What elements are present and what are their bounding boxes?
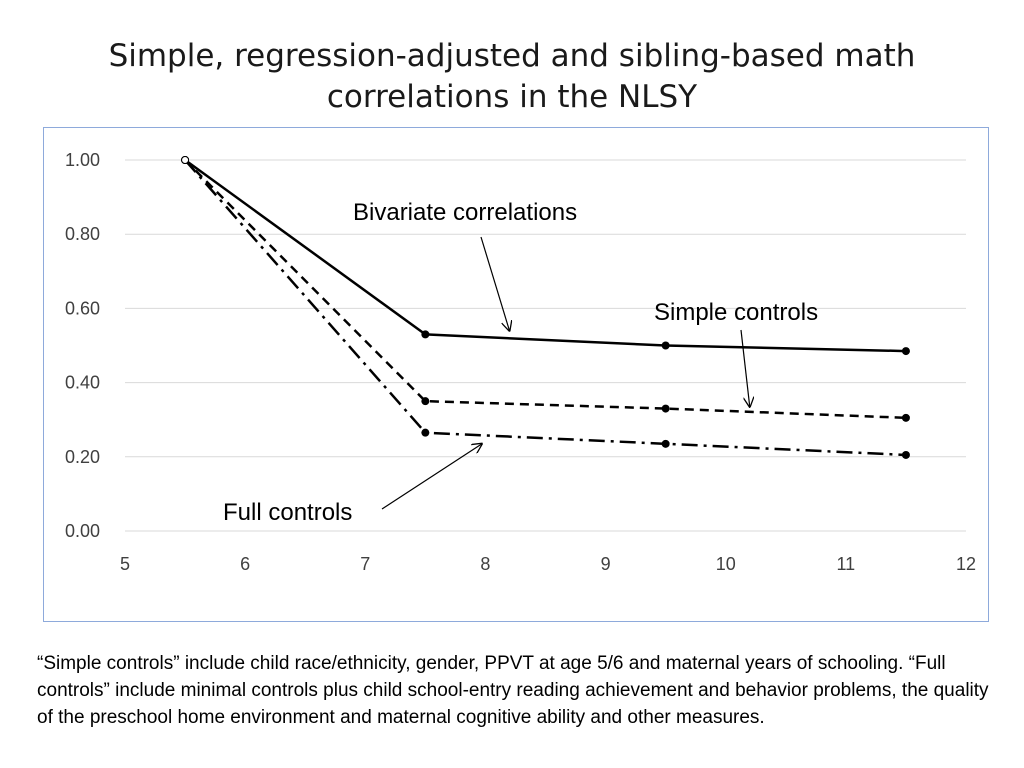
annotation-label: Bivariate correlations [353,199,577,226]
x-tick-label: 7 [360,554,370,574]
series-line-dash-dot [184,159,906,457]
y-tick-label: 0.40 [65,373,100,393]
data-point [421,397,430,406]
data-point [661,404,670,413]
series-line-dashed [184,159,906,420]
tick-labels: 0.00 0.20 0.40 0.60 0.80 1.00 5 6 7 8 9 10 11 12 [65,150,976,574]
annotation-label: Full controls [223,499,352,526]
data-point [901,413,910,422]
data-point [421,330,430,339]
data-point [661,439,670,448]
data-point [901,347,910,356]
data-point [421,428,430,437]
line-chart: 0.00 0.20 0.40 0.60 0.80 1.00 5 6 7 8 9 10 11 12 Biva… [65,150,976,574]
series-lines [184,158,906,457]
x-tick-label: 10 [716,554,736,574]
data-point [661,341,670,350]
y-tick-label: 0.00 [65,521,100,541]
series-line-solid [184,158,906,353]
series-markers [181,156,910,459]
annotation-arrow [381,444,482,510]
annotations: Bivariate correlations Simple controls Ful… [223,199,818,526]
x-tick-label: 6 [240,554,250,574]
gridlines [125,159,966,532]
footnote: “Simple controls” include child race/eth… [37,653,989,728]
annotation-arrow [480,236,509,331]
chart-frame: 0.00 0.20 0.40 0.60 0.80 1.00 5 6 7 8 9 10 11 12 Biva… [43,127,989,622]
x-tick-label: 9 [601,554,611,574]
slide-title-line-1: Simple, regression-adjusted and sibling-… [108,38,916,74]
x-tick-label: 12 [956,554,976,574]
slide-title-line-2: correlations in the NLSY [326,79,698,115]
y-tick-label: 0.80 [65,224,100,244]
x-tick-label: 5 [120,554,130,574]
x-tick-label: 11 [837,554,856,574]
y-tick-label: 0.20 [65,447,100,467]
data-point [901,450,910,459]
annotation-arrow [740,329,750,407]
x-tick-label: 8 [480,554,490,574]
annotation-label: Simple controls [654,299,818,326]
y-tick-label: 1.00 [65,150,100,170]
y-tick-label: 0.60 [65,298,100,318]
data-point [181,156,190,164]
slide-title: Simple, regression-adjusted and sibling-… [0,36,1024,118]
